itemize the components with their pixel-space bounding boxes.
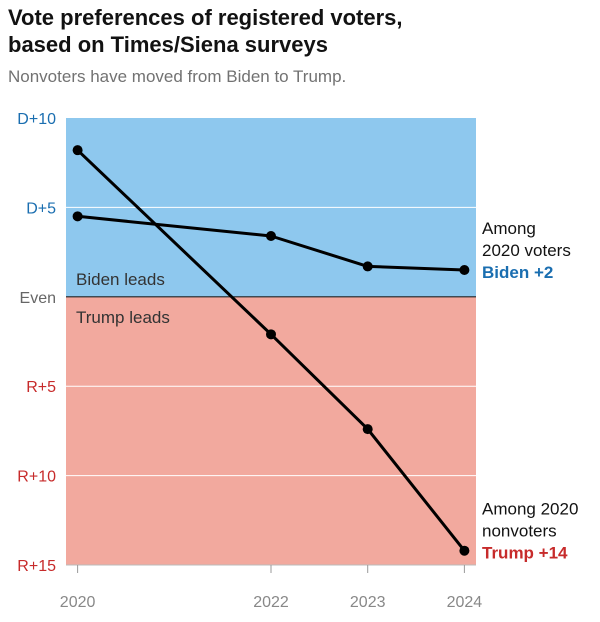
- x-tick-label: 2022: [253, 594, 289, 611]
- data-point-nonvoters: [459, 545, 470, 556]
- y-tick-label: D+5: [26, 200, 56, 217]
- region-label-upper: Biden leads: [76, 270, 165, 289]
- annotation-nonvoters-line1: Among 2020: [482, 500, 578, 519]
- chart-title-line2: based on Times/Siena surveys: [8, 32, 328, 57]
- annotation-voters-value: Biden +2: [482, 263, 553, 282]
- y-tick-label: R+5: [26, 379, 56, 396]
- annotation-voters-line2: 2020 voters: [482, 241, 571, 260]
- y-tick-label: R+15: [17, 558, 56, 575]
- y-tick-label: Even: [20, 290, 56, 307]
- y-tick-label: R+10: [17, 469, 56, 486]
- data-point-nonvoters: [362, 424, 373, 435]
- x-tick-label: 2024: [447, 594, 483, 611]
- series-annotations: Among 2020 voters Biden +2 Among 2020 nonvot…: [482, 219, 578, 563]
- series-line-voters: [77, 214, 465, 272]
- chart-subtitle: Nonvoters have moved from Biden to Trump…: [8, 67, 347, 86]
- gridlines: [66, 206, 476, 477]
- annotation-nonvoters-line2: nonvoters: [482, 522, 557, 541]
- chart-title-line1: Vote preferences of registered voters,: [8, 5, 403, 30]
- series-lines: [76, 149, 466, 552]
- annotation-nonvoters-value: Trump +14: [482, 544, 568, 563]
- chart-title: Vote preferences of registered voters, b…: [8, 4, 588, 58]
- axes: D+10 D+5 Even R+5 R+10 R+15 2020 2022 2023 2024: [17, 111, 482, 611]
- data-point-voters: [72, 211, 83, 222]
- data-point-nonvoters: [72, 145, 83, 156]
- trump-leads-zone: [66, 296, 476, 565]
- y-tick-label: D+10: [17, 111, 56, 128]
- x-tick-label: 2020: [60, 594, 96, 611]
- series-points: [72, 145, 470, 556]
- data-point-voters: [266, 231, 276, 242]
- background-zones: [66, 118, 476, 565]
- x-tick-label: 2023: [350, 594, 386, 611]
- region-labels: Biden leads Trump leads: [76, 270, 170, 327]
- data-point-nonvoters: [266, 329, 276, 340]
- data-point-voters: [459, 264, 470, 275]
- data-point-voters: [362, 261, 373, 272]
- series-line-nonvoters: [76, 149, 466, 552]
- region-label-lower: Trump leads: [76, 308, 170, 327]
- annotation-voters-line1: Among: [482, 219, 536, 238]
